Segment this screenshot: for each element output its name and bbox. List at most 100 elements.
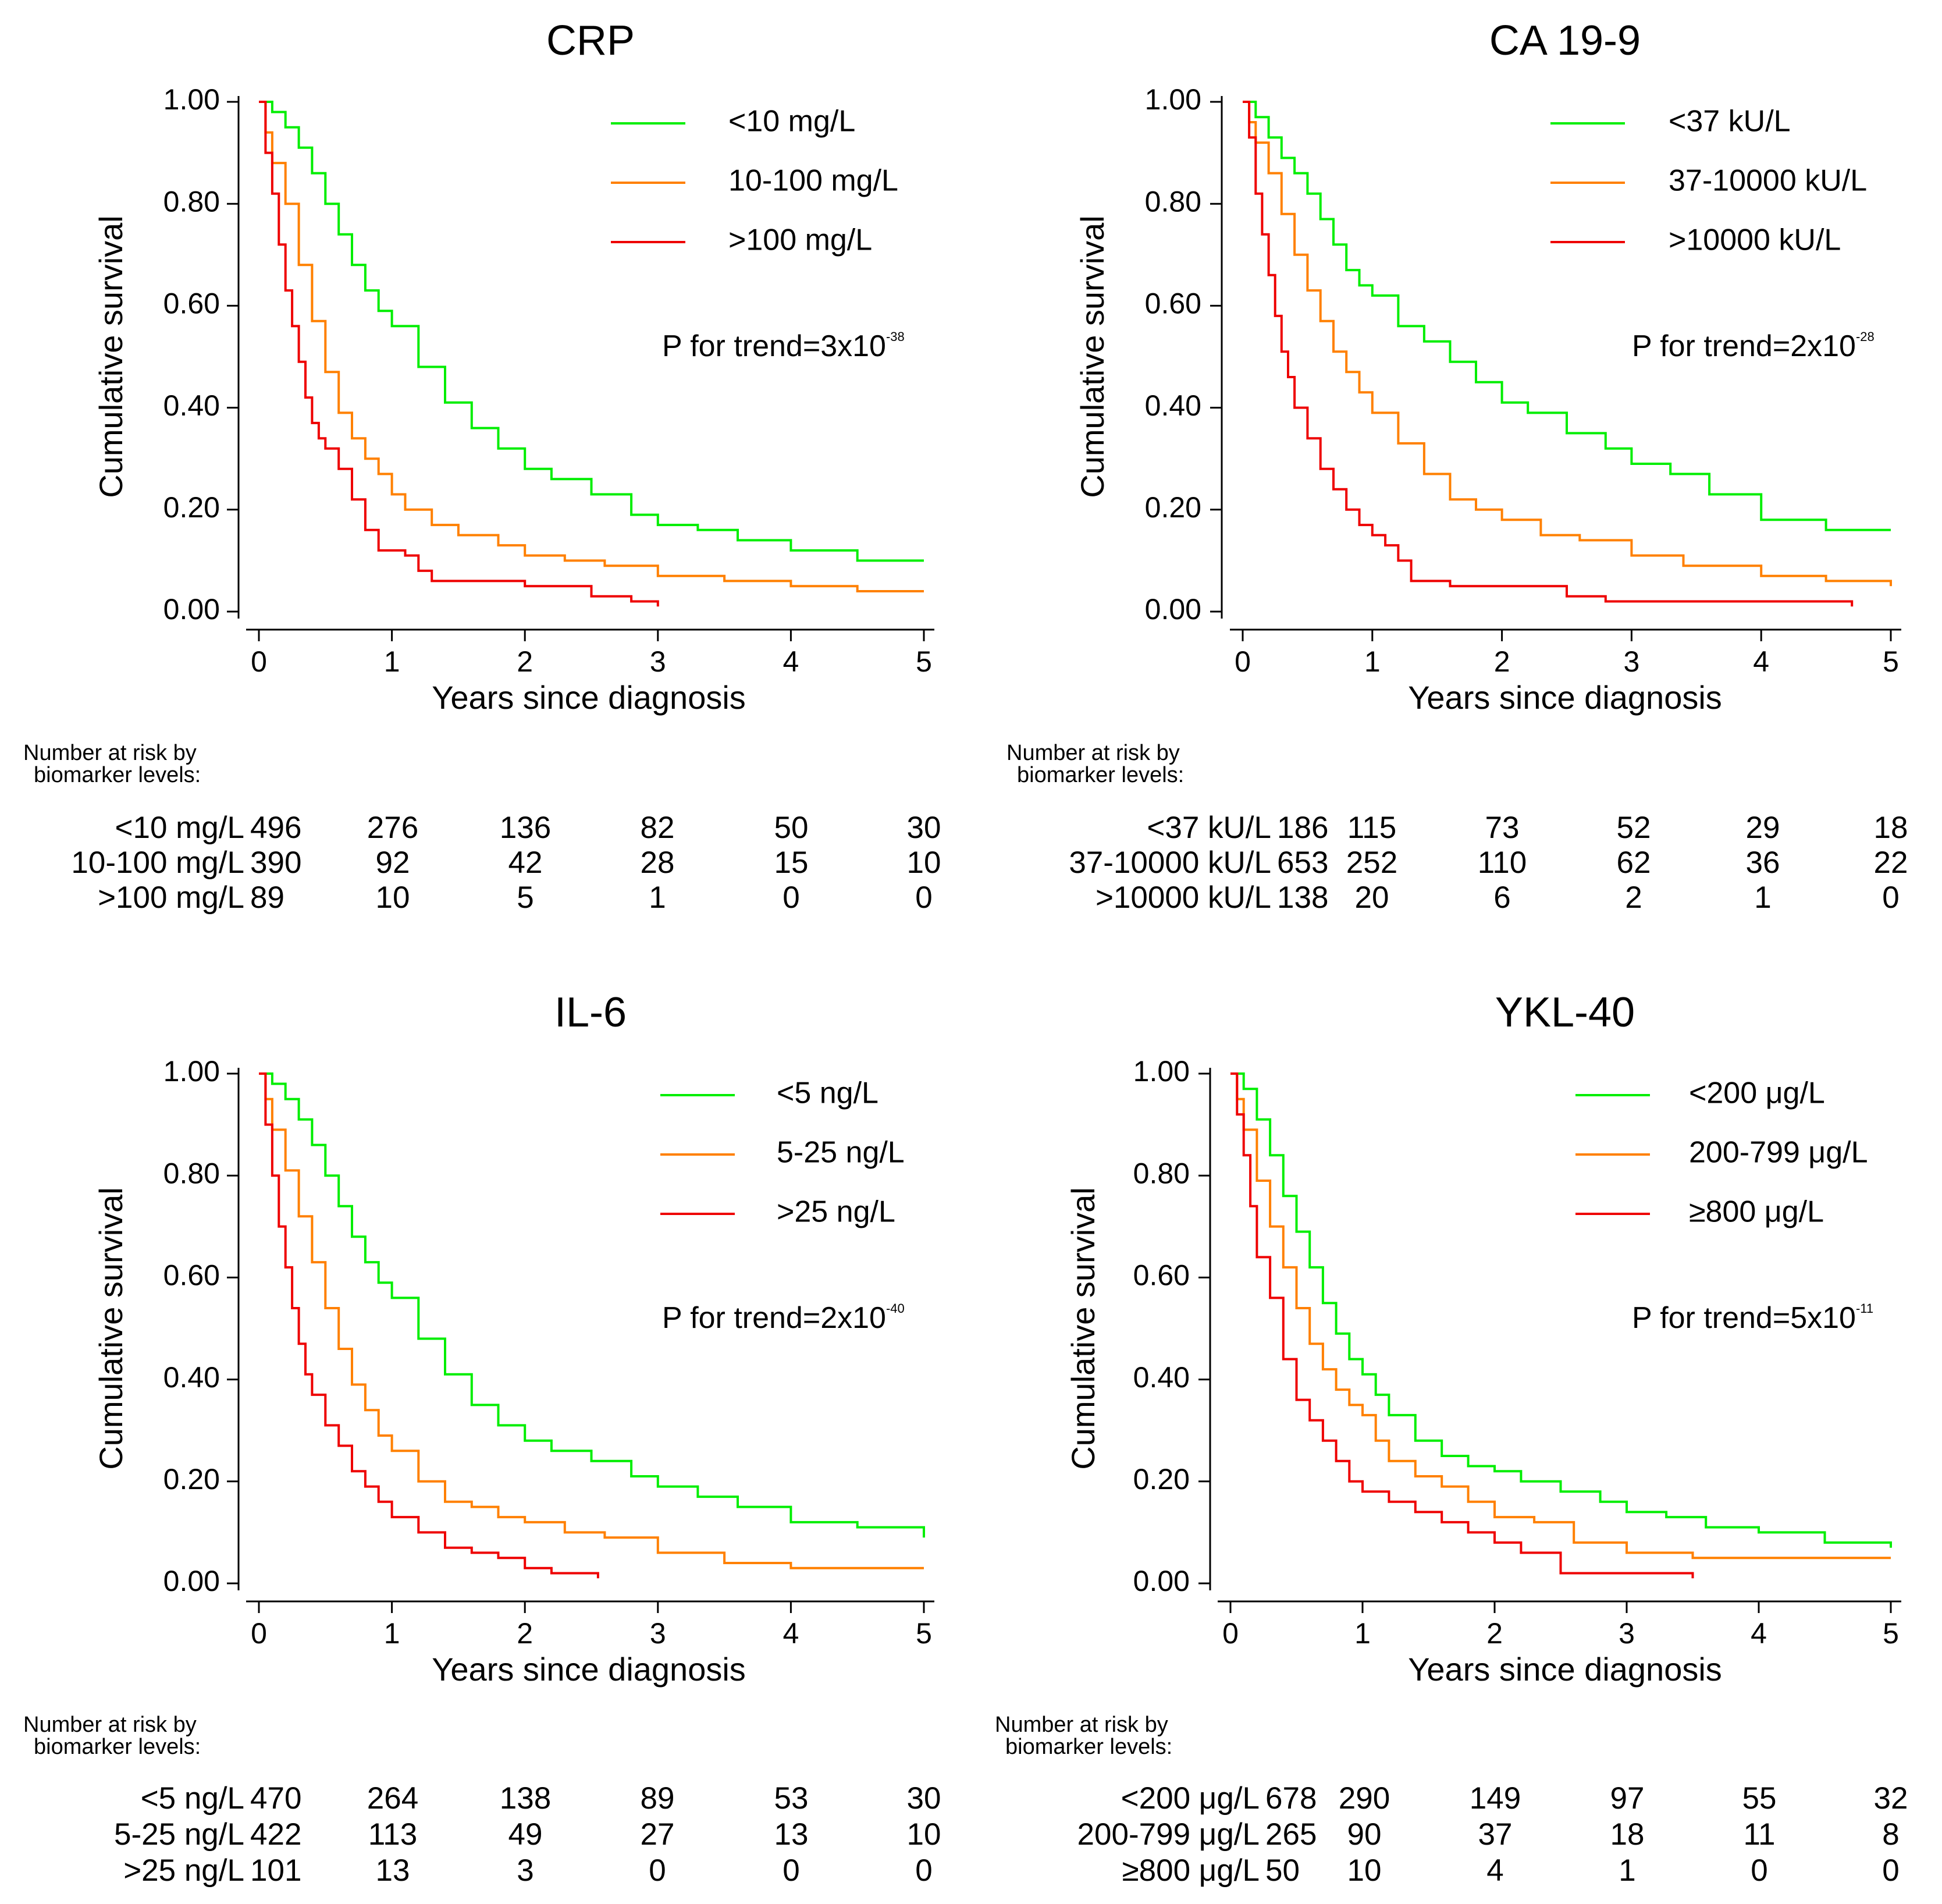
x-tick-label: 3 (1619, 1617, 1635, 1650)
x-tick-label: 0 (1235, 645, 1251, 678)
risk-row-label: 37-10000 kU/L (1069, 846, 1271, 880)
legend-label: ≥800 μg/L (1689, 1195, 1824, 1229)
legend-label: >100 mg/L (728, 223, 872, 257)
panel-4: YKL-40 0 1 2 3 4 5 0.00 0.20 0.40 0.60 0.80 1.00 Year… (995, 989, 1908, 1888)
risk-value: 30 (907, 1781, 941, 1816)
p-trend-annotation: P for trend=3x10-38 (662, 329, 905, 363)
chart-title: IL-6 (554, 989, 627, 1036)
chart-title: CA 19-9 (1489, 17, 1641, 64)
survival-curve-series-2 (259, 101, 924, 592)
risk-value: 0 (915, 1853, 932, 1888)
y-tick-label: 0.00 (163, 593, 220, 626)
survival-curve-series-1 (259, 1072, 925, 1538)
risk-value: 30 (907, 811, 941, 845)
legend-label: 10-100 mg/L (728, 164, 898, 198)
risk-value: 1 (649, 880, 666, 915)
y-tick-label: 0.00 (163, 1565, 220, 1597)
risk-row-label: >25 ng/L (123, 1853, 244, 1888)
risk-row-label: ≥800 μg/L (1122, 1853, 1260, 1888)
y-tick-label: 0.60 (163, 1259, 220, 1292)
risk-table-heading: biomarker levels: (1017, 763, 1184, 787)
x-axis-label: Years since diagnosis (432, 679, 746, 716)
risk-value: 470 (250, 1781, 301, 1816)
p-trend-annotation: P for trend=2x10-40 (662, 1301, 905, 1335)
risk-row-label: 200-799 μg/L (1077, 1817, 1260, 1852)
risk-row-label: <10 mg/L (115, 811, 244, 845)
risk-row-label: <200 μg/L (1121, 1781, 1260, 1816)
y-tick-label: 0.80 (1133, 1157, 1190, 1189)
legend-label: >25 ng/L (777, 1195, 895, 1229)
x-axis-label: Years since diagnosis (432, 1651, 746, 1688)
x-tick-label: 3 (650, 645, 666, 678)
risk-value: 15 (774, 846, 809, 880)
risk-value: 36 (1746, 846, 1780, 880)
p-trend-exponent: -40 (886, 1301, 905, 1316)
x-axis-label: Years since diagnosis (1408, 679, 1722, 716)
risk-table-heading: Number at risk by (23, 1713, 197, 1737)
y-tick-label: 1.00 (163, 1055, 220, 1088)
x-tick-label: 1 (1364, 645, 1381, 678)
risk-row-label: <5 ng/L (141, 1781, 244, 1816)
risk-value: 73 (1485, 811, 1520, 845)
legend-label: >10000 kU/L (1669, 223, 1841, 257)
y-tick-label: 0.40 (163, 389, 220, 422)
x-tick-label: 2 (517, 1617, 533, 1650)
risk-value: 42 (508, 846, 543, 880)
x-tick-label: 1 (384, 645, 400, 678)
p-trend-exponent: -28 (1856, 329, 1875, 344)
legend-label: <10 mg/L (728, 105, 855, 138)
y-axis-label: Cumulative survival (1065, 1187, 1101, 1470)
x-tick-label: 0 (1222, 1617, 1239, 1650)
survival-curve-series-3 (1230, 1072, 1694, 1579)
y-tick-label: 1.00 (163, 83, 220, 116)
risk-value: 138 (500, 1781, 551, 1816)
p-trend-annotation: P for trend=5x10-11 (1632, 1301, 1873, 1335)
risk-value: 11 (1743, 1817, 1775, 1852)
risk-value: 186 (1277, 811, 1328, 845)
risk-row-label: >100 mg/L (98, 880, 244, 915)
y-tick-label: 0.60 (163, 287, 220, 320)
risk-value: 10 (1347, 1853, 1382, 1888)
risk-value: 6 (1493, 880, 1510, 915)
y-axis-label: Cumulative survival (93, 215, 129, 498)
risk-table-heading: Number at risk by (1006, 741, 1180, 765)
y-tick-label: 0.20 (1145, 491, 1201, 524)
y-tick-label: 0.00 (1145, 593, 1201, 626)
risk-value: 0 (915, 880, 932, 915)
survival-curve-series-3 (259, 1072, 599, 1579)
survival-curve-series-3 (259, 101, 659, 607)
risk-value: 90 (1347, 1817, 1382, 1852)
risk-value: 92 (376, 846, 410, 880)
risk-value: 113 (368, 1817, 418, 1852)
y-tick-label: 0.80 (1145, 185, 1201, 218)
survival-curve-series-2 (1243, 101, 1892, 587)
survival-curve-series-1 (1230, 1072, 1892, 1548)
legend-label: 5-25 ng/L (777, 1136, 905, 1170)
x-tick-label: 4 (783, 645, 799, 678)
survival-curve-series-1 (1243, 101, 1891, 531)
p-trend-text: P for trend=5x10 (1632, 1301, 1856, 1335)
risk-value: 32 (1874, 1781, 1908, 1816)
risk-table-heading: biomarker levels: (34, 763, 201, 787)
x-tick-label: 2 (1486, 1617, 1503, 1650)
risk-value: 20 (1355, 880, 1389, 915)
x-tick-label: 0 (251, 645, 267, 678)
risk-value: 3 (517, 1853, 533, 1888)
x-tick-label: 3 (650, 1617, 666, 1650)
risk-row-label: <37 kU/L (1147, 811, 1271, 845)
risk-value: 0 (1882, 1853, 1899, 1888)
p-trend-text: P for trend=2x10 (1632, 329, 1856, 363)
x-tick-label: 3 (1623, 645, 1639, 678)
p-trend-exponent: -38 (886, 329, 905, 344)
risk-value: 13 (376, 1853, 410, 1888)
y-tick-label: 0.60 (1133, 1259, 1190, 1292)
risk-value: 53 (774, 1781, 809, 1816)
risk-value: 0 (1751, 1853, 1767, 1888)
risk-value: 653 (1277, 846, 1328, 880)
risk-value: 22 (1874, 846, 1908, 880)
y-tick-label: 1.00 (1133, 1055, 1190, 1088)
risk-value: 290 (1339, 1781, 1390, 1816)
risk-value: 265 (1265, 1817, 1317, 1852)
risk-value: 0 (783, 1853, 799, 1888)
p-trend-text: P for trend=2x10 (662, 1301, 886, 1335)
